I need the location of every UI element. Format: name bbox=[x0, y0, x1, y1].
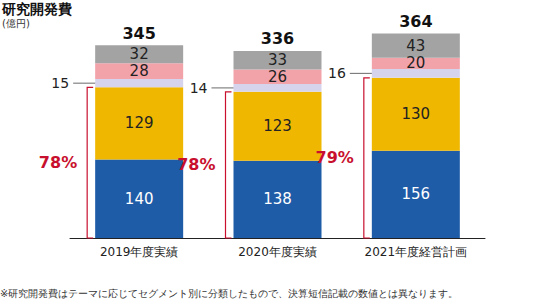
svg-text:研究開発費: 研究開発費 bbox=[1, 1, 72, 17]
svg-text:78%: 78% bbox=[177, 155, 215, 174]
svg-text:129: 129 bbox=[125, 114, 154, 132]
svg-text:123: 123 bbox=[263, 117, 292, 135]
svg-text:2021年度経営計画: 2021年度経営計画 bbox=[365, 245, 468, 259]
svg-text:15: 15 bbox=[51, 75, 69, 91]
svg-text:2020年度実績: 2020年度実績 bbox=[238, 245, 317, 259]
svg-text:20: 20 bbox=[406, 54, 425, 72]
svg-text:156: 156 bbox=[402, 185, 431, 203]
svg-text:33: 33 bbox=[268, 51, 287, 69]
svg-text:※研究開発費はテーマに応じてセグメント別に分類したもので、決: ※研究開発費はテーマに応じてセグメント別に分類したもので、決算短信記載の数値とは… bbox=[0, 288, 458, 299]
svg-text:16: 16 bbox=[328, 65, 346, 81]
svg-text:32: 32 bbox=[130, 45, 149, 63]
svg-text:(億円): (億円) bbox=[2, 18, 30, 29]
svg-text:78%: 78% bbox=[39, 153, 77, 172]
svg-text:336: 336 bbox=[261, 29, 294, 48]
svg-text:130: 130 bbox=[402, 105, 431, 123]
svg-text:28: 28 bbox=[130, 62, 149, 80]
svg-text:26: 26 bbox=[268, 68, 287, 86]
svg-text:345: 345 bbox=[122, 24, 155, 43]
svg-text:364: 364 bbox=[399, 12, 432, 31]
svg-text:14: 14 bbox=[190, 80, 208, 96]
svg-text:2019年度実績: 2019年度実績 bbox=[100, 245, 179, 259]
svg-text:79%: 79% bbox=[316, 148, 354, 167]
svg-text:43: 43 bbox=[406, 37, 425, 55]
svg-text:140: 140 bbox=[125, 190, 154, 208]
svg-text:138: 138 bbox=[263, 190, 292, 208]
